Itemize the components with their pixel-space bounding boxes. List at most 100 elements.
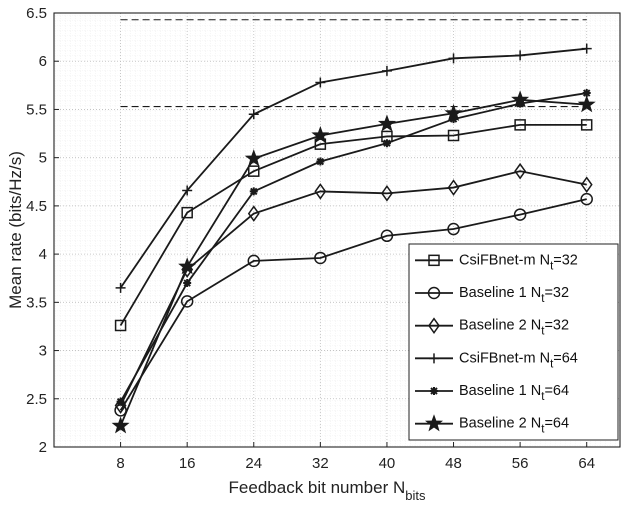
asterisk-marker [316,157,325,166]
asterisk-marker [582,89,591,98]
legend-subscript: t [541,391,545,403]
legend-subscript: t [541,326,545,338]
legend-suffix: =64 [553,350,578,366]
legend-suffix: =32 [544,318,569,334]
diamond-marker [447,179,460,196]
series-4 [115,43,592,293]
legend-entry: Baseline 1 Nt=32 [415,285,569,305]
legend-label: CsiFBnet-m Nt=64 [459,350,578,370]
asterisk-marker [382,139,391,148]
x-tick-label: 32 [312,455,329,472]
diamond-marker [428,317,440,334]
asterisk-marker [183,279,192,288]
legend-entry: Baseline 2 Nt=32 [415,317,569,338]
asterisk-marker [116,397,125,406]
plus-marker [315,77,326,88]
plus-marker [515,50,526,61]
y-tick-label: 5 [39,150,47,167]
circle-marker [513,208,527,221]
plus-marker [581,43,592,54]
legend-entry: Baseline 2 Nt=64 [415,414,569,436]
star-marker [178,257,197,275]
plus-marker [448,53,459,64]
star-marker [444,103,463,121]
y-axis-label: Mean rate (bits/Hz/s) [6,151,25,309]
square-marker [181,206,193,219]
x-tick-label: 8 [116,455,124,472]
series-line [119,123,587,326]
series-6 [111,90,596,434]
plus-marker [248,109,259,120]
circle-marker [380,229,394,243]
diamond-marker [381,185,393,202]
y-tick-label: 6.5 [26,5,47,22]
plot-frame [53,12,621,448]
circle-marker [314,251,327,265]
legend-label: CsiFBnet-m Nt=32 [459,252,578,272]
plot-background [54,13,620,447]
legend-n: N [531,383,541,399]
star-marker [111,416,130,434]
star-marker [311,126,330,144]
axes [53,12,621,448]
circle-marker [427,286,441,300]
circle-marker [580,192,593,206]
legend-suffix: =64 [544,383,569,399]
legend-entry: CsiFBnet-m Nt=64 [415,350,578,370]
legend-series-name: CsiFBnet-m [459,252,540,268]
legend-series-name: CsiFBnet-m [459,350,540,366]
y-tick-label: 4.5 [26,198,47,215]
diamond-marker [514,162,527,180]
tick-labels: 8 16 24 32 40 48 56 64 2 2.5 3 3.5 4 4.5 5 5.5 6 6.5 [26,5,595,472]
square-marker [514,119,526,131]
x-axis-label: Feedback bit number Nbits [229,478,426,503]
legend-suffix: =32 [553,252,578,268]
diamond-marker [114,397,127,414]
legend-series-name: Baseline 1 [459,383,531,399]
diamond-marker [247,205,260,222]
star-marker [511,90,530,108]
legend-n: N [540,252,550,268]
diamond-marker [580,176,593,193]
asterisk-marker [430,387,438,395]
plus-marker [429,353,439,364]
square-marker [114,319,127,332]
legend-label: Baseline 2 Nt=64 [459,416,569,436]
x-tick-label: 16 [179,455,196,472]
y-tick-label: 2 [39,439,47,456]
circle-marker [180,295,194,308]
plus-marker [182,185,193,196]
legend-n: N [531,318,541,334]
circle-marker [247,254,261,268]
legend-suffix: =64 [544,416,569,432]
series-5 [116,89,591,406]
series-line [119,47,587,289]
legend-subscript: t [541,424,545,436]
x-tick-label: 56 [512,455,529,472]
asterisk-marker [449,115,458,124]
legend-entry: CsiFBnet-m Nt=32 [415,252,578,272]
circle-marker [447,222,460,236]
series-2 [114,192,593,417]
star-marker [244,149,263,167]
x-tick-label: 48 [445,455,462,472]
asterisk-marker [249,187,258,196]
y-tick-label: 3.5 [26,294,47,311]
y-tick-label: 6 [39,53,47,70]
legend-suffix: =32 [544,285,569,301]
plus-marker [115,282,126,293]
legend-box [408,243,619,441]
x-tick-label: 64 [578,455,595,472]
plus-marker [381,65,392,76]
legend-subscript: t [550,260,554,272]
star-marker [577,95,596,113]
star-marker [424,414,444,432]
series [111,43,596,434]
legend-subscript: t [550,358,554,370]
legend-label: Baseline 2 Nt=32 [459,318,569,338]
legend-label: Baseline 1 Nt=32 [459,285,569,305]
y-tick-label: 2.5 [26,391,47,408]
